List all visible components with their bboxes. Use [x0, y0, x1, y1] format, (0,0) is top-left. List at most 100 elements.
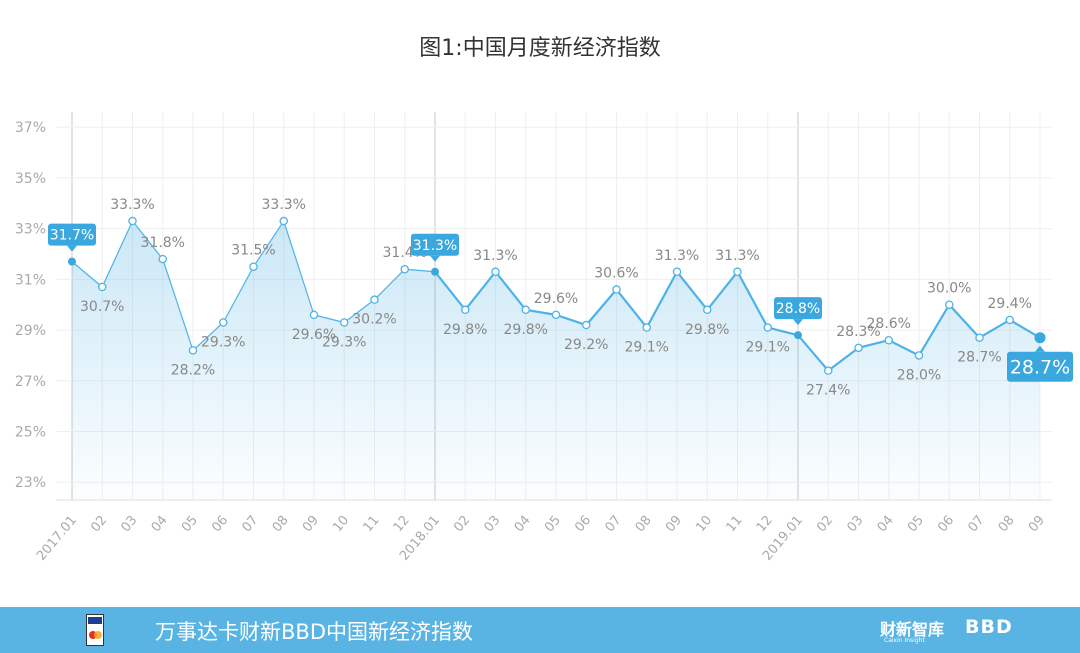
x-tick-label: 10: [330, 513, 352, 535]
data-label: 29.8%: [504, 322, 548, 338]
callout-box: [48, 223, 96, 246]
series-line-segment: [706, 270, 739, 311]
series-line-segment: [585, 288, 618, 327]
data-label: 28.8%: [776, 301, 820, 317]
nei-logo-icon: [86, 614, 104, 646]
data-point: [884, 335, 894, 345]
data-point: [582, 320, 591, 330]
x-tick-label: 03: [481, 513, 503, 535]
data-label: 31.3%: [413, 238, 457, 254]
data-point: [551, 310, 561, 320]
series-line-segment: [343, 299, 376, 324]
data-point: [763, 323, 773, 332]
series-line-segment: [857, 339, 890, 349]
caixin-insight-subtitle: Caixin Insight: [884, 637, 925, 644]
data-label: 30.0%: [927, 281, 971, 297]
series-line-segment: [131, 220, 164, 260]
series-line-segment: [736, 270, 769, 329]
x-tick-label: 08: [633, 513, 655, 535]
data-label: 29.8%: [685, 322, 729, 338]
series-line-segment: [645, 270, 679, 329]
bbd-logo: BBD: [965, 616, 1013, 638]
data-point: [460, 305, 470, 315]
series-line-segment: [1008, 318, 1042, 339]
series-line-segment: [433, 270, 467, 311]
data-label: 28.0%: [897, 367, 941, 383]
x-tick-label: 03: [118, 513, 140, 535]
series-line-segment: [554, 313, 588, 327]
x-tick-label: 04: [875, 513, 897, 535]
series-line-segment: [796, 334, 830, 372]
data-point: [945, 300, 954, 309]
data-point: [914, 351, 924, 360]
data-point: [733, 267, 742, 277]
data-point: [491, 267, 500, 277]
data-label: 28.7%: [957, 350, 1001, 366]
data-label: 30.6%: [594, 266, 638, 282]
line-chart: 31.7% 30.7% 33.3% 31.8% 28.2% 29.3% 31.5% 33.3%…: [15, 112, 1073, 564]
data-label: 29.2%: [564, 337, 608, 353]
data-label: 28.7%: [1010, 357, 1070, 379]
series-line-segment: [615, 288, 648, 329]
x-tick-label: 12: [754, 513, 776, 535]
y-tick-label: 27%: [15, 374, 46, 390]
x-tick-label: 10: [693, 513, 715, 535]
x-tick-label: 02: [814, 513, 836, 535]
data-label: 31.3%: [473, 248, 517, 264]
series-line-segment: [404, 268, 436, 273]
x-tick-label: 11: [360, 513, 382, 535]
callout-pointer: [793, 319, 803, 326]
data-point: [128, 216, 137, 226]
x-tick-label: 02: [451, 513, 473, 535]
data-point: [249, 262, 258, 271]
x-tick-label: 02: [88, 513, 110, 535]
series-line-segment: [766, 326, 800, 337]
data-point: [672, 267, 682, 277]
x-tick-label: 06: [209, 513, 231, 535]
x-tick-label: 05: [905, 513, 927, 535]
y-tick-label: 25%: [15, 425, 46, 441]
data-label: 29.4%: [988, 296, 1032, 312]
data-label: 33.3%: [110, 197, 154, 213]
data-label: 31.8%: [141, 235, 185, 251]
data-point: [279, 216, 288, 226]
callout-pointer: [67, 245, 77, 252]
data-label: 30.7%: [80, 299, 124, 315]
data-point: [431, 267, 439, 276]
callout-pointer: [1035, 345, 1045, 352]
data-label: 29.6%: [534, 291, 578, 307]
series-line-segment: [222, 266, 255, 324]
x-tick-label: 12: [391, 513, 413, 535]
x-tick-label: 06: [572, 513, 594, 535]
y-tick-label: 35%: [15, 171, 46, 187]
x-tick-label: 08: [270, 513, 292, 535]
series-line-segment: [917, 303, 951, 357]
series-line-segment: [524, 308, 558, 316]
x-tick-label: 2017.01: [34, 513, 80, 564]
x-tick-label: 04: [512, 513, 534, 535]
y-tick-label: 37%: [15, 120, 46, 136]
x-tick-label: 06: [935, 513, 957, 535]
data-point: [188, 346, 198, 355]
y-tick-label: 33%: [15, 222, 46, 238]
x-tick-label: 05: [542, 513, 564, 535]
y-tick-label: 31%: [15, 272, 46, 288]
data-label: 28.3%: [836, 324, 880, 340]
x-tick-label: 07: [239, 513, 261, 535]
data-point: [703, 305, 712, 315]
data-label: 31.3%: [715, 248, 759, 264]
series-line-segment: [373, 268, 406, 301]
x-tick-label: 08: [996, 513, 1018, 535]
series-line-segment: [162, 258, 194, 351]
data-point: [824, 366, 833, 375]
x-tick-label: 11: [723, 513, 745, 535]
data-label: 29.8%: [443, 322, 487, 338]
data-label: 29.1%: [746, 340, 790, 356]
data-point: [68, 257, 76, 266]
series-line-segment: [252, 220, 285, 268]
chart-title: 图1:中国月度新经济指数: [419, 36, 661, 61]
series-line-segment: [827, 346, 860, 372]
series-line-segment: [71, 261, 103, 288]
y-tick-label: 29%: [15, 323, 46, 339]
y-tick-label: 23%: [15, 475, 46, 491]
